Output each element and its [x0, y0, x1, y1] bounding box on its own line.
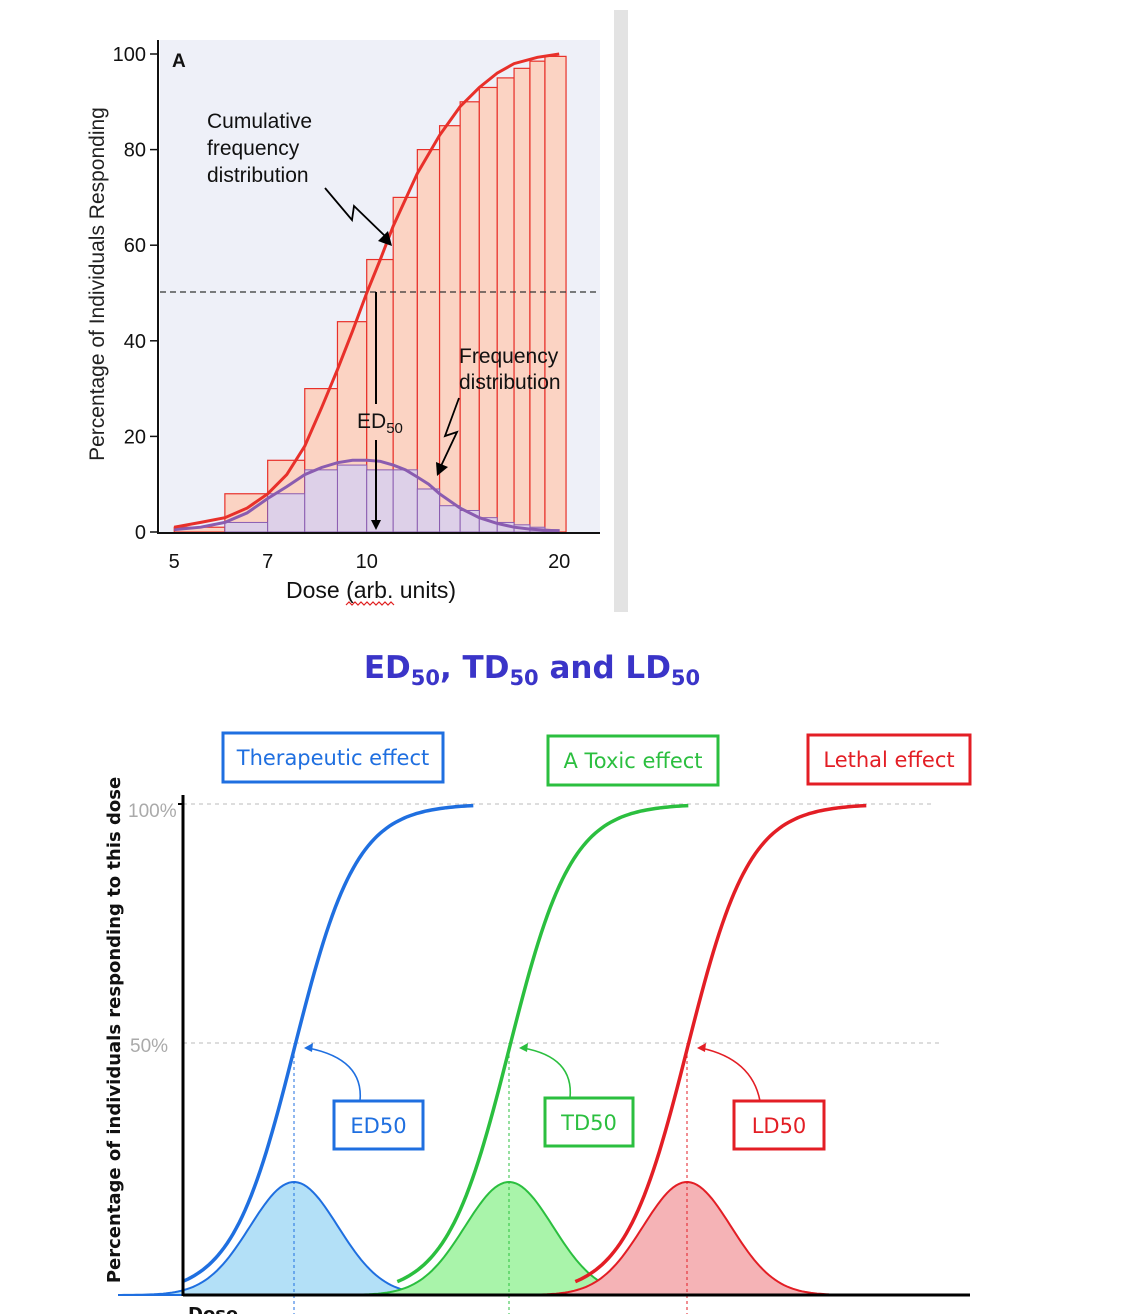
- frequency-bar: [336, 464, 368, 533]
- curve-ld50: [574, 803, 867, 1284]
- b-x-axis-label: Dose: [188, 1304, 238, 1314]
- frequency-histogram: [224, 464, 560, 533]
- series-label-td50: A Toxic effect: [563, 749, 702, 773]
- cumulative-step-bar: [496, 77, 515, 533]
- panel-label: A: [172, 51, 186, 72]
- marker-box: [543, 1096, 635, 1148]
- spellcheck-underline: [345, 601, 395, 606]
- frequency-bar: [392, 469, 418, 533]
- frequency-pointer: [440, 397, 460, 467]
- a-x-tick-label: 10: [356, 551, 378, 573]
- cumulative-step-bar: [459, 101, 480, 533]
- dose-response-curves: Therapeutic effect ED50 A Toxic effect TD50…: [118, 731, 972, 1314]
- cumulative-pointer: [324, 187, 386, 237]
- a-y-tick-label: 60: [124, 235, 146, 257]
- frequency-bar: [224, 521, 269, 533]
- series-label-box: [806, 733, 972, 786]
- curve-td50: [396, 803, 689, 1284]
- tick-label-50: 50%: [130, 1036, 168, 1057]
- b-y-axis-label: Percentage of individuals responding to …: [104, 777, 125, 1283]
- series-label-box: [221, 731, 445, 784]
- a-x-ticks: 5 7 10 20: [169, 551, 571, 573]
- frequency-annotation: Frequency distribution: [459, 345, 564, 394]
- series-label-box: [546, 734, 720, 787]
- frequency-bar: [416, 488, 441, 533]
- marker-pointer-head: [519, 1043, 528, 1052]
- marker-label-ld50: LD50: [752, 1114, 807, 1138]
- curve-ed50: [181, 803, 474, 1284]
- a-y-tick-label: 40: [124, 331, 146, 353]
- marker-pointer: [700, 1047, 761, 1102]
- a-x-tick-label: 7: [262, 551, 273, 573]
- frequency-bar: [366, 469, 394, 533]
- marker-label-td50: TD50: [560, 1111, 617, 1135]
- ed50-label: ED50: [357, 410, 403, 437]
- cumulative-step-bar: [529, 60, 546, 533]
- marker-pointer: [307, 1047, 361, 1102]
- a-y-axis-label: Percentage of Individuals Responding: [86, 107, 109, 461]
- cumulative-step-bar: [416, 149, 441, 533]
- frequency-curve: [174, 458, 560, 533]
- marker-pointer-head: [304, 1043, 313, 1052]
- cumulative-step-bar: [478, 86, 498, 533]
- a-y-tick-label: 20: [124, 426, 146, 448]
- marker-pointer: [522, 1047, 572, 1099]
- frequency-pointer-head: [436, 462, 448, 476]
- marker-pointer-head: [697, 1043, 706, 1052]
- cumulative-annotation: Cumulative frequency distribution: [207, 110, 318, 187]
- marker-label-ed50: ED50: [350, 1114, 406, 1138]
- series-label-ed50: Therapeutic effect: [236, 746, 430, 770]
- series-label-ld50: Lethal effect: [823, 748, 954, 772]
- marker-box: [732, 1099, 826, 1151]
- cumulative-pointer-head: [378, 231, 392, 246]
- a-y-ticks: 0 20 40 60 80 100: [113, 44, 158, 544]
- a-x-tick-label: 20: [548, 551, 570, 573]
- a-y-tick-label: 0: [135, 522, 146, 544]
- panel-edge-bar: [614, 10, 628, 612]
- distribution-ld50: [511, 1180, 863, 1296]
- cumulative-step-bar: [544, 55, 567, 533]
- a-y-tick-label: 80: [124, 140, 146, 162]
- chart-title: ED50, TD50 and LD50: [363, 650, 701, 690]
- cumulative-step-bar: [513, 67, 531, 533]
- a-x-tick-label: 5: [169, 551, 180, 573]
- a-y-tick-label: 100: [113, 44, 146, 66]
- cumulative-curve: [173, 52, 560, 529]
- frequency-bar: [267, 493, 306, 533]
- marker-box: [332, 1099, 425, 1151]
- frequency-bar: [439, 505, 461, 533]
- frequency-bar: [304, 469, 338, 533]
- a-x-axis-label: Dose (arb. units): [286, 577, 456, 603]
- tick-label-100: 100%: [128, 801, 177, 822]
